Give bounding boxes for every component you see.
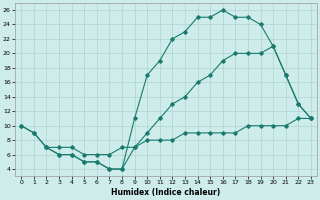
X-axis label: Humidex (Indice chaleur): Humidex (Indice chaleur) xyxy=(111,188,221,197)
